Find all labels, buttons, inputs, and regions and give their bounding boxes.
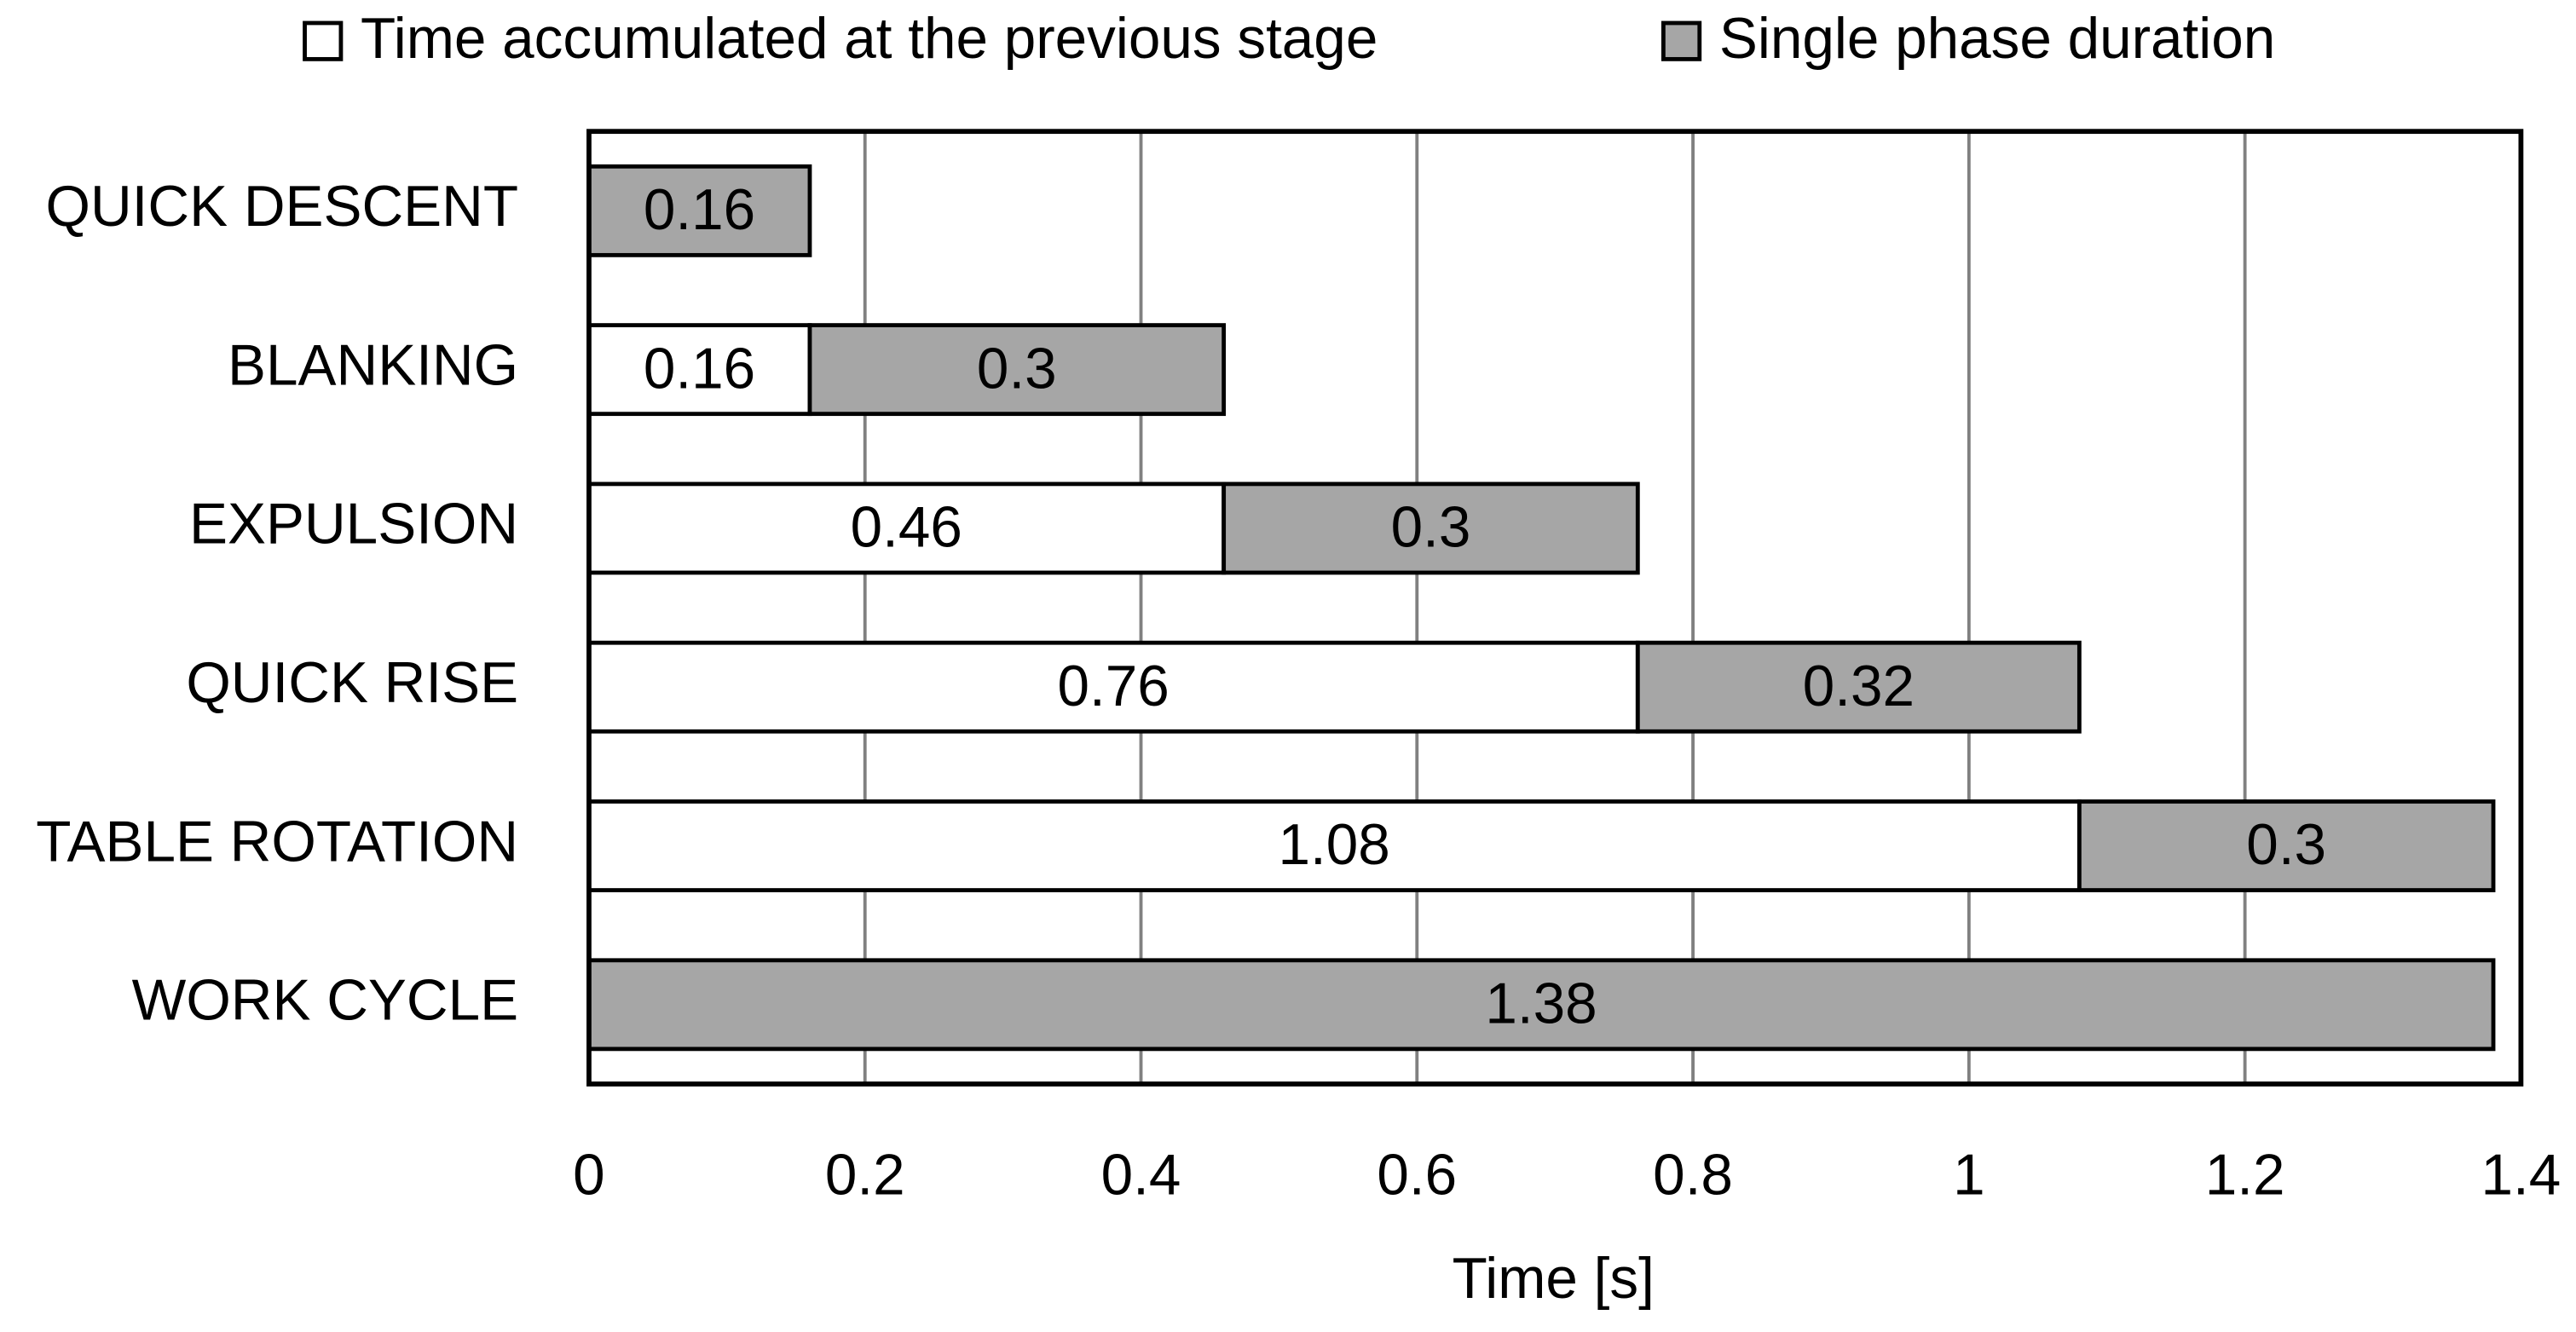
x-tick-label: 0.4: [1101, 1144, 1181, 1208]
x-tick-label: 0.2: [825, 1144, 905, 1208]
x-tick-label: 0.8: [1653, 1144, 1733, 1208]
y-tick-label: WORK CYCLE: [132, 969, 518, 1033]
legend-label: Time accumulated at the previous stage: [361, 7, 1378, 71]
legend-swatch: [1661, 20, 1702, 61]
data-label: 0.16: [644, 337, 755, 401]
data-label: 0.46: [851, 496, 962, 560]
plot-border: [586, 129, 2524, 1087]
y-tick-label: BLANKING: [228, 333, 518, 397]
bar-segment: [586, 799, 2082, 892]
data-label: 0.16: [644, 178, 755, 242]
data-label: 0.3: [2246, 813, 2326, 877]
bar-segment: [1222, 481, 1640, 575]
x-tick-label: 1.4: [2481, 1144, 2562, 1208]
data-label: 0.32: [1803, 654, 1915, 718]
bar-segment: [807, 323, 1227, 417]
y-tick-label: EXPULSION: [189, 493, 518, 556]
bar-segment: [2076, 799, 2496, 892]
legend-swatch: [303, 20, 344, 61]
x-tick-label: 0.6: [1377, 1144, 1457, 1208]
x-tick-label: 1: [1953, 1144, 1985, 1208]
bar-segment: [586, 323, 812, 417]
data-label: 0.76: [1058, 654, 1170, 718]
bar-segment: [586, 640, 1640, 734]
data-label: 0.3: [977, 337, 1057, 401]
bar-segment: [1635, 640, 2082, 734]
data-label: 0.3: [1391, 496, 1471, 560]
x-tick-label: 0: [573, 1144, 605, 1208]
legend-label: Single phase duration: [1719, 7, 2275, 71]
x-axis-title: Time [s]: [1453, 1247, 1655, 1311]
y-tick-label: TABLE ROTATION: [36, 810, 518, 874]
y-tick-label: QUICK RISE: [186, 651, 518, 715]
bar-segment: [586, 958, 2496, 1052]
x-tick-label: 1.2: [2205, 1144, 2285, 1208]
y-tick-label: QUICK DESCENT: [46, 175, 519, 239]
data-label: 1.38: [1485, 972, 1597, 1036]
data-label: 1.08: [1279, 813, 1390, 877]
